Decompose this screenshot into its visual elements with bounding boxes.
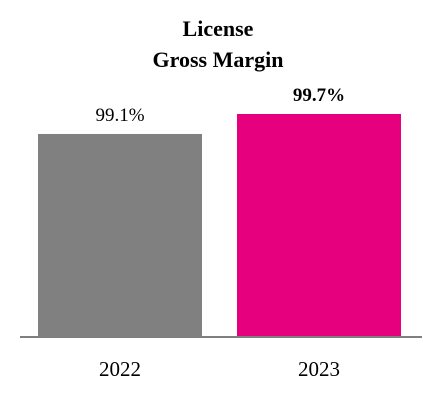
- x-tick-label-2023: 2023: [298, 357, 340, 381]
- chart-title-line-2: Gross Margin: [153, 47, 284, 72]
- bars-group: 99.1% 2022 99.7% 2023: [38, 85, 401, 381]
- chart-title-line-1: License: [183, 16, 254, 41]
- bar-2023: [237, 114, 401, 337]
- x-tick-label-2022: 2022: [99, 357, 141, 381]
- data-label-2023: 99.7%: [293, 85, 345, 106]
- bar-2022: [38, 133, 202, 337]
- data-label-2022: 99.1%: [95, 105, 144, 126]
